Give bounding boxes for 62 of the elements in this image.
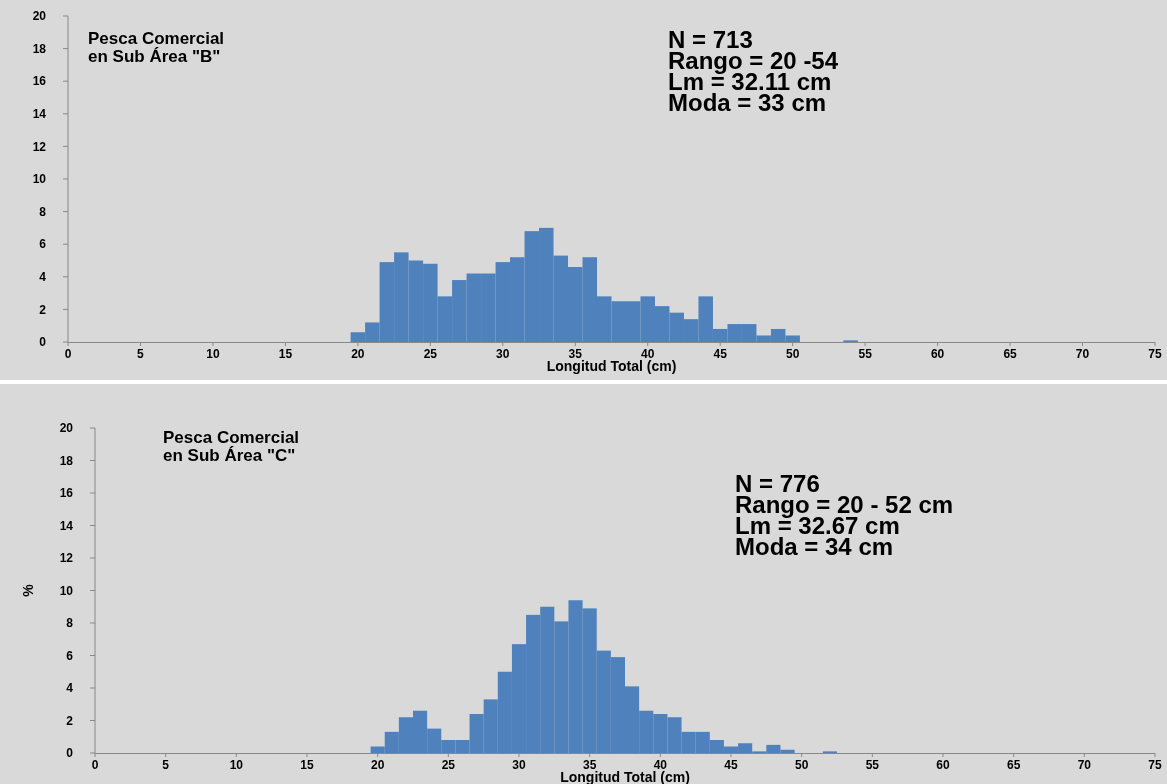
y-tick-label: 0 xyxy=(39,335,47,350)
x-tick-label: 75 xyxy=(1148,347,1162,361)
x-tick-label: 15 xyxy=(278,347,293,361)
y-tick-label: 14 xyxy=(32,107,47,121)
y-tick-label: 18 xyxy=(32,41,47,56)
y-tick-label: 14 xyxy=(59,518,74,533)
x-tick-label: 0 xyxy=(91,758,99,772)
annotation: N = 776 xyxy=(735,470,820,497)
x-tick-label: 40 xyxy=(641,347,655,361)
x-tick-label: 20 xyxy=(351,347,365,361)
x-tick-label: 10 xyxy=(206,347,220,361)
x-tick-label: 70 xyxy=(1075,347,1090,361)
y-tick-label: 10 xyxy=(32,172,47,187)
x-tick-label: 60 xyxy=(930,347,945,361)
x-tick-label: 5 xyxy=(162,758,170,772)
x-tick-label: 15 xyxy=(300,758,314,772)
y-tick-label: 10 xyxy=(59,583,74,598)
x-tick-label: 65 xyxy=(1003,347,1018,361)
x-tick-label: 60 xyxy=(936,758,950,772)
y-tick-label: 8 xyxy=(39,204,47,219)
x-tick-label: 10 xyxy=(229,758,244,772)
x-axis-title: Longitud Total (cm) xyxy=(546,358,677,374)
y-tick-label: 2 xyxy=(39,302,47,317)
y-tick-label: 12 xyxy=(59,551,74,566)
text: Pesca Comercial en Sub Área "C" xyxy=(163,428,300,465)
x-tick-label: 70 xyxy=(1077,758,1092,772)
y-tick-label: 4 xyxy=(39,270,47,284)
y-tick-label: 16 xyxy=(32,74,47,89)
y-tick-label: 12 xyxy=(32,139,47,154)
annotation: Moda = 33 cm xyxy=(668,89,827,116)
x-tick-label: 65 xyxy=(1006,758,1021,772)
y-axis-title: % xyxy=(20,583,36,597)
x-tick-label: 50 xyxy=(794,758,809,772)
y-tick-label: 20 xyxy=(59,421,74,436)
y-tick-label: 8 xyxy=(66,616,74,631)
y-tick-label: 20 xyxy=(32,9,47,24)
y-tick-label: 0 xyxy=(66,746,74,761)
x-tick-label: 45 xyxy=(713,347,728,361)
annotation: N = 713 xyxy=(668,26,753,53)
annotation: Moda = 34 cm xyxy=(735,533,894,560)
x-tick-label: 50 xyxy=(785,347,800,361)
x-tick-label: 40 xyxy=(653,758,668,772)
x-tick-label: 5 xyxy=(137,347,145,361)
y-tick-label: 18 xyxy=(59,453,74,468)
y-tick-label: 6 xyxy=(39,237,47,252)
x-tick-label: 55 xyxy=(865,758,880,772)
x-axis-title: Longitud Total (cm) xyxy=(560,769,690,784)
y-tick-label: 16 xyxy=(59,486,74,501)
x-tick-label: 75 xyxy=(1148,758,1162,772)
x-tick-label: 25 xyxy=(441,758,456,772)
x-tick-label: 45 xyxy=(724,758,738,772)
x-tick-label: 30 xyxy=(512,758,526,772)
x-tick-label: 55 xyxy=(858,347,873,361)
x-tick-label: 20 xyxy=(370,758,385,772)
y-tick-label: 6 xyxy=(66,648,74,663)
x-tick-label: 30 xyxy=(496,347,510,361)
y-tick-label: 2 xyxy=(66,713,74,728)
text: Pesca Comercial en Sub Área "B" xyxy=(88,29,225,66)
y-tick-label: 4 xyxy=(66,681,74,696)
x-tick-label: 35 xyxy=(568,347,583,361)
x-tick-label: 25 xyxy=(423,347,438,361)
x-tick-label: 35 xyxy=(582,758,597,772)
